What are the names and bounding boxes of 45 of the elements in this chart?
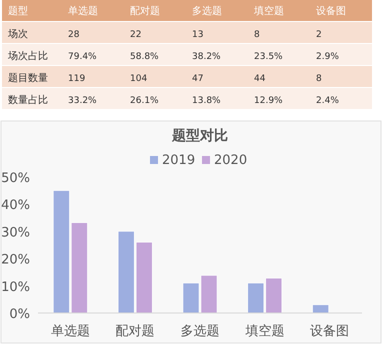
category-label: 多选题 (192, 5, 222, 17)
legend-label: 2020 (214, 153, 248, 168)
text: 119 (68, 74, 86, 84)
x-tick-label: 填空题 (244, 324, 284, 339)
text: 13.8% (192, 96, 221, 106)
text: 2.9% (316, 52, 339, 62)
y-tick-label: 20% (1, 252, 30, 268)
text: 26.1% (130, 96, 159, 106)
text: 22 (130, 30, 142, 40)
category-label: 配对题 (130, 5, 160, 17)
text: 38.2% (192, 52, 221, 62)
category-label: 设备图 (316, 5, 346, 17)
y-tick-label: 50% (1, 171, 30, 186)
category-label: 单选题 (68, 5, 98, 17)
text: 47 (192, 74, 204, 84)
text: 44 (254, 74, 266, 84)
category-label: 数量占比 (8, 95, 48, 106)
category-label: 题目数量 (8, 73, 48, 84)
y-tick-label: 10% (1, 280, 30, 295)
category-label: 填空题 (253, 5, 284, 17)
text: 58.8% (130, 52, 159, 62)
text: 13 (192, 30, 204, 40)
text: 8 (316, 74, 322, 84)
text: 8 (254, 30, 260, 40)
text: 33.2% (68, 96, 97, 106)
x-tick-label: 设备图 (310, 324, 350, 339)
x-tick-label: 多选题 (180, 324, 220, 339)
text: 12.9% (254, 96, 283, 106)
y-tick-label: 40% (1, 198, 30, 214)
x-tick-label: 配对题 (116, 324, 155, 339)
text: 104 (130, 74, 148, 84)
text: 28 (68, 30, 80, 40)
text: 2 (316, 30, 322, 40)
legend-label: 2019 (162, 153, 196, 168)
x-tick-label: 单选题 (50, 324, 90, 339)
chart-title: 题型对比 (171, 128, 228, 144)
text: 2.4% (316, 96, 339, 106)
category-label: 场次 (8, 29, 28, 40)
text: 79.4% (68, 52, 97, 62)
category-label: 场次占比 (8, 51, 48, 62)
bar (312, 304, 329, 314)
text: 题型 (8, 5, 28, 17)
text: 23.5% (254, 52, 283, 62)
y-tick-label: 0% (9, 307, 30, 322)
y-tick-label: 30% (1, 225, 30, 240)
